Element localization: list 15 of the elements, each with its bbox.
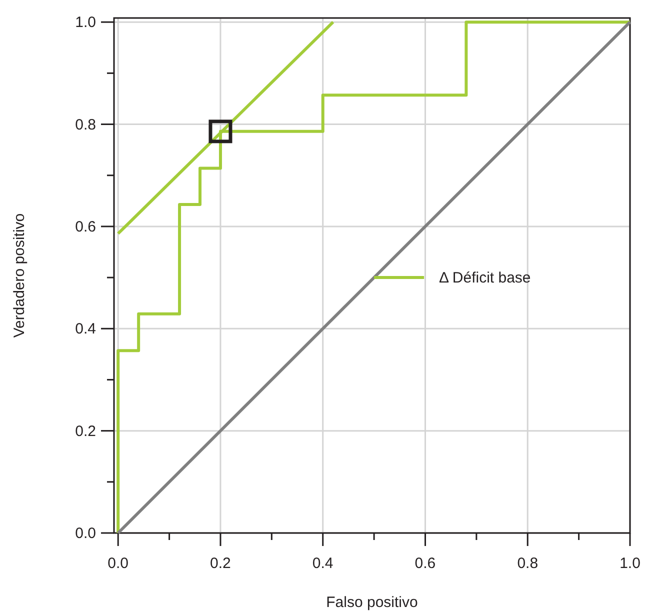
x-tick-label: 0.2: [210, 555, 231, 572]
y-tick-label: 1.0: [75, 14, 96, 32]
x-tick-label: 1.0: [620, 555, 640, 572]
y-tick-label: 0.6: [75, 218, 96, 236]
y-axis-title: Verdadero positivo: [11, 213, 28, 338]
legend-label: Δ Déficit base: [439, 270, 531, 287]
y-tick-label: 0.4: [75, 320, 96, 338]
y-tick-label: 0.0: [75, 525, 96, 542]
y-tick-label: 0.8: [75, 116, 96, 134]
y-tick-label: 0.2: [75, 422, 96, 440]
x-axis-title: Falso positivo: [326, 594, 418, 611]
x-tick-label: 0.6: [414, 555, 436, 572]
x-tick-label: 0.4: [312, 555, 334, 572]
x-tick-label: 0.0: [108, 555, 129, 572]
x-tick-label: 0.8: [517, 555, 538, 572]
